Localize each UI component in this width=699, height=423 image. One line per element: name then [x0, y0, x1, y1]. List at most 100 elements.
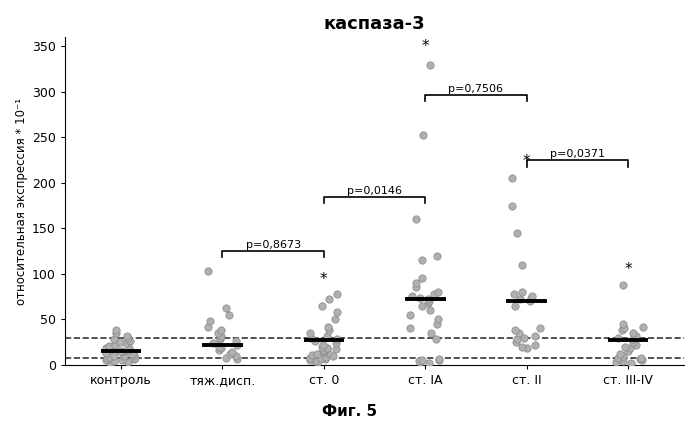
Point	[317, 347, 329, 354]
Point	[506, 202, 517, 209]
Point	[530, 341, 541, 348]
Point	[231, 356, 243, 363]
Point	[415, 359, 426, 365]
Point	[512, 230, 523, 236]
Point	[424, 360, 435, 366]
Point	[630, 341, 641, 348]
Point	[530, 332, 541, 339]
Point	[322, 323, 333, 330]
Point	[117, 348, 128, 354]
Text: Фиг. 5: Фиг. 5	[322, 404, 377, 419]
Point	[203, 268, 214, 275]
Point	[524, 298, 535, 305]
Point	[310, 358, 321, 365]
Point	[215, 332, 226, 339]
Point	[617, 358, 628, 365]
Point	[331, 309, 343, 316]
Point	[317, 341, 329, 348]
Point	[417, 357, 428, 364]
Point	[319, 356, 330, 363]
Point	[105, 346, 116, 353]
Point	[510, 327, 521, 334]
Point	[330, 340, 341, 346]
Point	[224, 311, 235, 318]
Point	[610, 359, 621, 365]
Text: *: *	[320, 272, 328, 288]
Point	[411, 280, 422, 286]
Point	[331, 291, 343, 297]
Point	[305, 354, 316, 361]
Point	[635, 355, 647, 362]
Point	[433, 316, 444, 323]
Point	[415, 359, 426, 365]
Point	[416, 302, 427, 309]
Point	[109, 336, 120, 343]
Point	[317, 302, 328, 309]
Point	[431, 336, 442, 343]
Point	[614, 351, 626, 357]
Point	[128, 356, 139, 363]
Point	[506, 175, 517, 182]
Point	[612, 354, 624, 361]
Point	[231, 338, 242, 345]
Point	[321, 332, 332, 339]
Point	[525, 294, 536, 301]
Point	[101, 354, 113, 361]
Point	[327, 352, 338, 359]
Point	[423, 299, 434, 306]
Point	[312, 359, 324, 365]
Point	[330, 346, 341, 353]
Point	[122, 359, 134, 365]
Point	[620, 343, 631, 350]
Point	[432, 321, 443, 327]
Point	[416, 275, 427, 282]
Point	[312, 351, 323, 357]
Text: *: *	[624, 263, 632, 277]
Point	[433, 357, 445, 364]
Point	[306, 352, 317, 358]
Point	[214, 343, 225, 350]
Point	[109, 352, 120, 359]
Point	[627, 330, 638, 336]
Y-axis label: относительная экспрессия * 10⁻¹: относительная экспрессия * 10⁻¹	[15, 98, 28, 305]
Point	[323, 327, 334, 334]
Point	[122, 332, 133, 339]
Point	[322, 350, 333, 357]
Point	[417, 131, 428, 138]
Point	[100, 350, 111, 357]
Point	[103, 342, 115, 349]
Point	[405, 325, 416, 332]
Point	[630, 332, 641, 339]
Point	[626, 360, 637, 366]
Point	[423, 296, 434, 303]
Point	[101, 344, 112, 351]
Point	[332, 336, 343, 343]
Point	[231, 352, 242, 359]
Point	[104, 343, 115, 350]
Point	[123, 345, 134, 352]
Point	[221, 305, 232, 312]
Point	[423, 298, 434, 305]
Point	[124, 347, 135, 354]
Point	[127, 355, 138, 362]
Point	[534, 325, 545, 332]
Point	[116, 349, 127, 355]
Point	[110, 330, 121, 336]
Point	[120, 340, 131, 346]
Point	[122, 334, 134, 341]
Point	[637, 357, 648, 364]
Point	[516, 343, 527, 350]
Point	[514, 330, 525, 336]
Point	[304, 330, 315, 336]
Point	[216, 327, 227, 334]
Point	[426, 330, 437, 336]
Text: p=0,7506: p=0,7506	[449, 84, 503, 94]
Point	[110, 341, 121, 348]
Text: p=0,8673: p=0,8673	[245, 240, 301, 250]
Point	[516, 261, 527, 268]
Point	[310, 338, 321, 345]
Point	[110, 327, 122, 334]
Point	[612, 334, 623, 341]
Point	[618, 321, 629, 327]
Point	[105, 360, 116, 366]
